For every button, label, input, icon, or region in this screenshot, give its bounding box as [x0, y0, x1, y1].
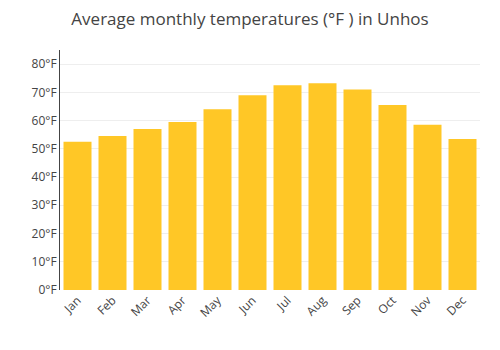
svg-text:May: May [196, 291, 225, 320]
svg-text:Average monthly temperatures (: Average monthly temperatures (°F ) in Un… [71, 7, 428, 30]
svg-text:80°F: 80°F [32, 55, 57, 72]
svg-text:Sep: Sep [338, 292, 365, 319]
svg-text:50°F: 50°F [32, 140, 57, 157]
svg-text:40°F: 40°F [32, 168, 57, 185]
svg-text:10°F: 10°F [32, 253, 57, 270]
svg-text:Jul: Jul [272, 292, 294, 314]
svg-text:Feb: Feb [93, 292, 119, 318]
svg-text:0°F: 0°F [38, 281, 56, 298]
svg-text:Mar: Mar [127, 292, 155, 320]
svg-text:Oct: Oct [374, 292, 400, 318]
svg-text:70°F: 70°F [32, 84, 57, 101]
svg-text:Jun: Jun [234, 292, 259, 317]
svg-text:20°F: 20°F [32, 225, 57, 242]
svg-text:Apr: Apr [164, 292, 190, 318]
svg-text:Aug: Aug [302, 292, 330, 320]
svg-text:Jan: Jan [60, 292, 85, 317]
svg-text:Dec: Dec [443, 292, 470, 319]
svg-text:30°F: 30°F [32, 196, 57, 213]
svg-text:Nov: Nov [407, 292, 435, 320]
svg-text:60°F: 60°F [32, 112, 57, 129]
